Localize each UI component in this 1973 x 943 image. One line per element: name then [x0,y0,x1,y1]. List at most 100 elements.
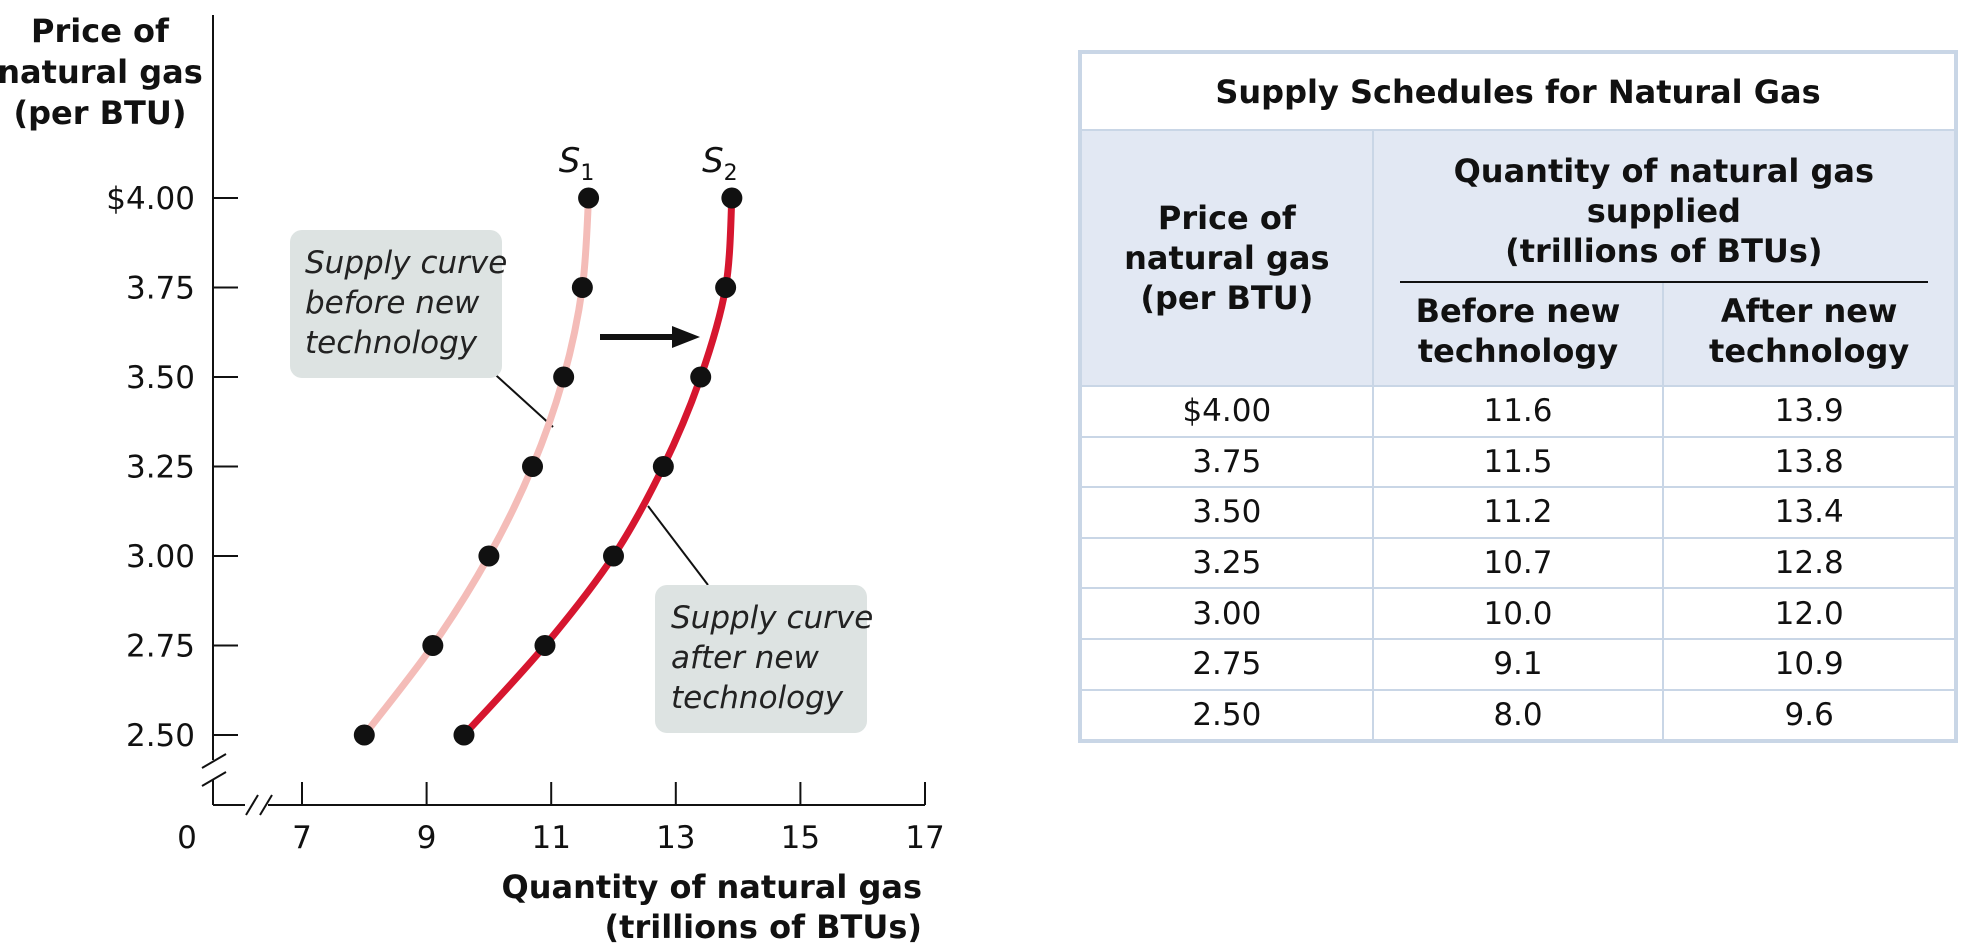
price-header-line-3: (per BTU) [1140,279,1314,317]
quantity-group-header: Quantity of natural gas supplied (trilli… [1372,130,1954,283]
series-label-letter: S [702,141,724,181]
callout-text-line: technology [671,680,844,716]
data-point [553,366,575,388]
after-cell: 9.6 [1663,688,1954,740]
y-axis-title-line: Price of [31,12,170,50]
data-point [353,724,375,746]
before-cell: 9.1 [1372,637,1665,690]
y-tick-label: 2.50 [126,718,195,754]
callout-text-line: Supply curve [305,245,507,281]
after-cell: 13.8 [1663,435,1954,488]
x-tick-label: 11 [531,820,570,856]
after-cell: 13.9 [1663,385,1954,437]
series-label: S2 [702,141,738,186]
table-row: 3.25 10.7 12.8 [1082,536,1954,589]
after-cell: 12.8 [1663,536,1954,589]
x-tick-label: 13 [656,820,695,856]
chart-callouts: Supply curve before new technology Supply c… [290,230,873,733]
table-row: 2.50 8.0 9.6 [1082,688,1954,740]
chart-points [353,187,743,746]
data-point [522,456,544,477]
y-axis-break-mark [201,771,227,787]
callout-leader-line [487,367,554,428]
callout-text-line: before new [305,285,480,321]
callout-box [290,230,502,378]
data-point [690,366,712,388]
data-point [534,635,556,656]
table-row: $4.00 11.6 13.9 [1082,385,1954,437]
after-column-header: After new technology [1663,283,1954,386]
chart-axes [201,15,925,816]
x-axis-title-line: (trillions of BTUs) [605,908,922,943]
price-header-line-1: Price of [1157,199,1296,237]
x-tick-label: 9 [417,820,437,856]
data-point [578,187,600,209]
after-cell: 12.0 [1663,587,1954,639]
x-tick-label: 7 [292,820,312,856]
chart-ticks: $4.00 3.75 3.50 3.25 3.00 2.75 2.50 7 9 11 13 15 17 0 [106,181,944,856]
data-point [422,635,444,656]
y-axis-title-line: (per BTU) [14,94,187,132]
series-label-letter: S [559,141,581,181]
price-cell: 2.75 [1082,637,1374,690]
y-tick-label: 3.75 [126,271,195,307]
data-point [571,277,593,298]
before-cell: 10.7 [1372,536,1665,589]
series-label-subscript: 1 [580,161,594,186]
before-cell: 11.2 [1372,486,1665,538]
data-point [652,456,674,477]
price-header-line-2: natural gas [1124,239,1330,277]
before-cell: 10.0 [1372,587,1665,639]
y-tick-label: $4.00 [106,181,195,217]
after-header-line-2: technology [1709,332,1910,370]
data-point [478,545,500,567]
y-tick-label: 3.25 [126,450,195,486]
table-row: 3.50 11.2 13.4 [1082,486,1954,538]
x-origin-label: 0 [177,820,197,856]
price-cell: 3.50 [1082,486,1374,538]
before-cell: 8.0 [1372,688,1665,740]
price-cell: 3.00 [1082,587,1374,639]
before-cell: 11.5 [1372,435,1665,488]
y-tick-label: 3.00 [126,539,195,575]
x-axis-title-line: Quantity of natural gas [502,868,922,906]
price-cell: 2.50 [1082,688,1374,740]
price-cell: 3.75 [1082,435,1374,488]
data-point [453,724,475,746]
series-label: S1 [559,141,595,186]
data-point [603,545,624,567]
table-row: 3.00 10.0 12.0 [1082,587,1954,639]
data-point [721,187,743,209]
y-tick-label: 3.50 [126,360,195,396]
y-axis-break-mark [201,753,227,769]
shift-arrow-head [672,326,700,348]
y-axis-title-line: natural gas [0,53,203,91]
x-axis-break-mark [259,794,273,816]
price-cell: 3.25 [1082,536,1374,589]
before-column-header: Before new technology [1372,283,1665,386]
after-cell: 10.9 [1663,637,1954,690]
table-row: 2.75 9.1 10.9 [1082,637,1954,690]
callout-leader-line [647,505,709,586]
callout-text-line: technology [305,325,478,361]
table-title: Supply Schedules for Natural Gas [1082,54,1954,131]
x-tick-label: 17 [905,820,944,856]
table-row: 3.75 11.5 13.8 [1082,435,1954,488]
before-header-line-2: technology [1417,332,1619,370]
group-header-line-1: Quantity of natural gas supplied [1453,152,1875,230]
callout-box [655,585,867,733]
group-header-line-2: (trillions of BTUs) [1505,232,1823,270]
before-cell: 11.6 [1372,385,1665,437]
price-column-header: Price of natural gas (per BTU) [1082,130,1374,386]
supply-schedule-table: Supply Schedules for Natural Gas Price o… [1078,50,1958,744]
callout-text-line: Supply curve [671,600,873,636]
price-cell: $4.00 [1082,385,1374,437]
after-cell: 13.4 [1663,486,1954,538]
series-label-subscript: 2 [724,161,738,186]
y-tick-label: 2.75 [126,629,195,665]
after-header-line-1: After new [1720,292,1898,330]
x-tick-label: 15 [781,820,820,856]
before-header-line-1: Before new [1415,292,1621,330]
